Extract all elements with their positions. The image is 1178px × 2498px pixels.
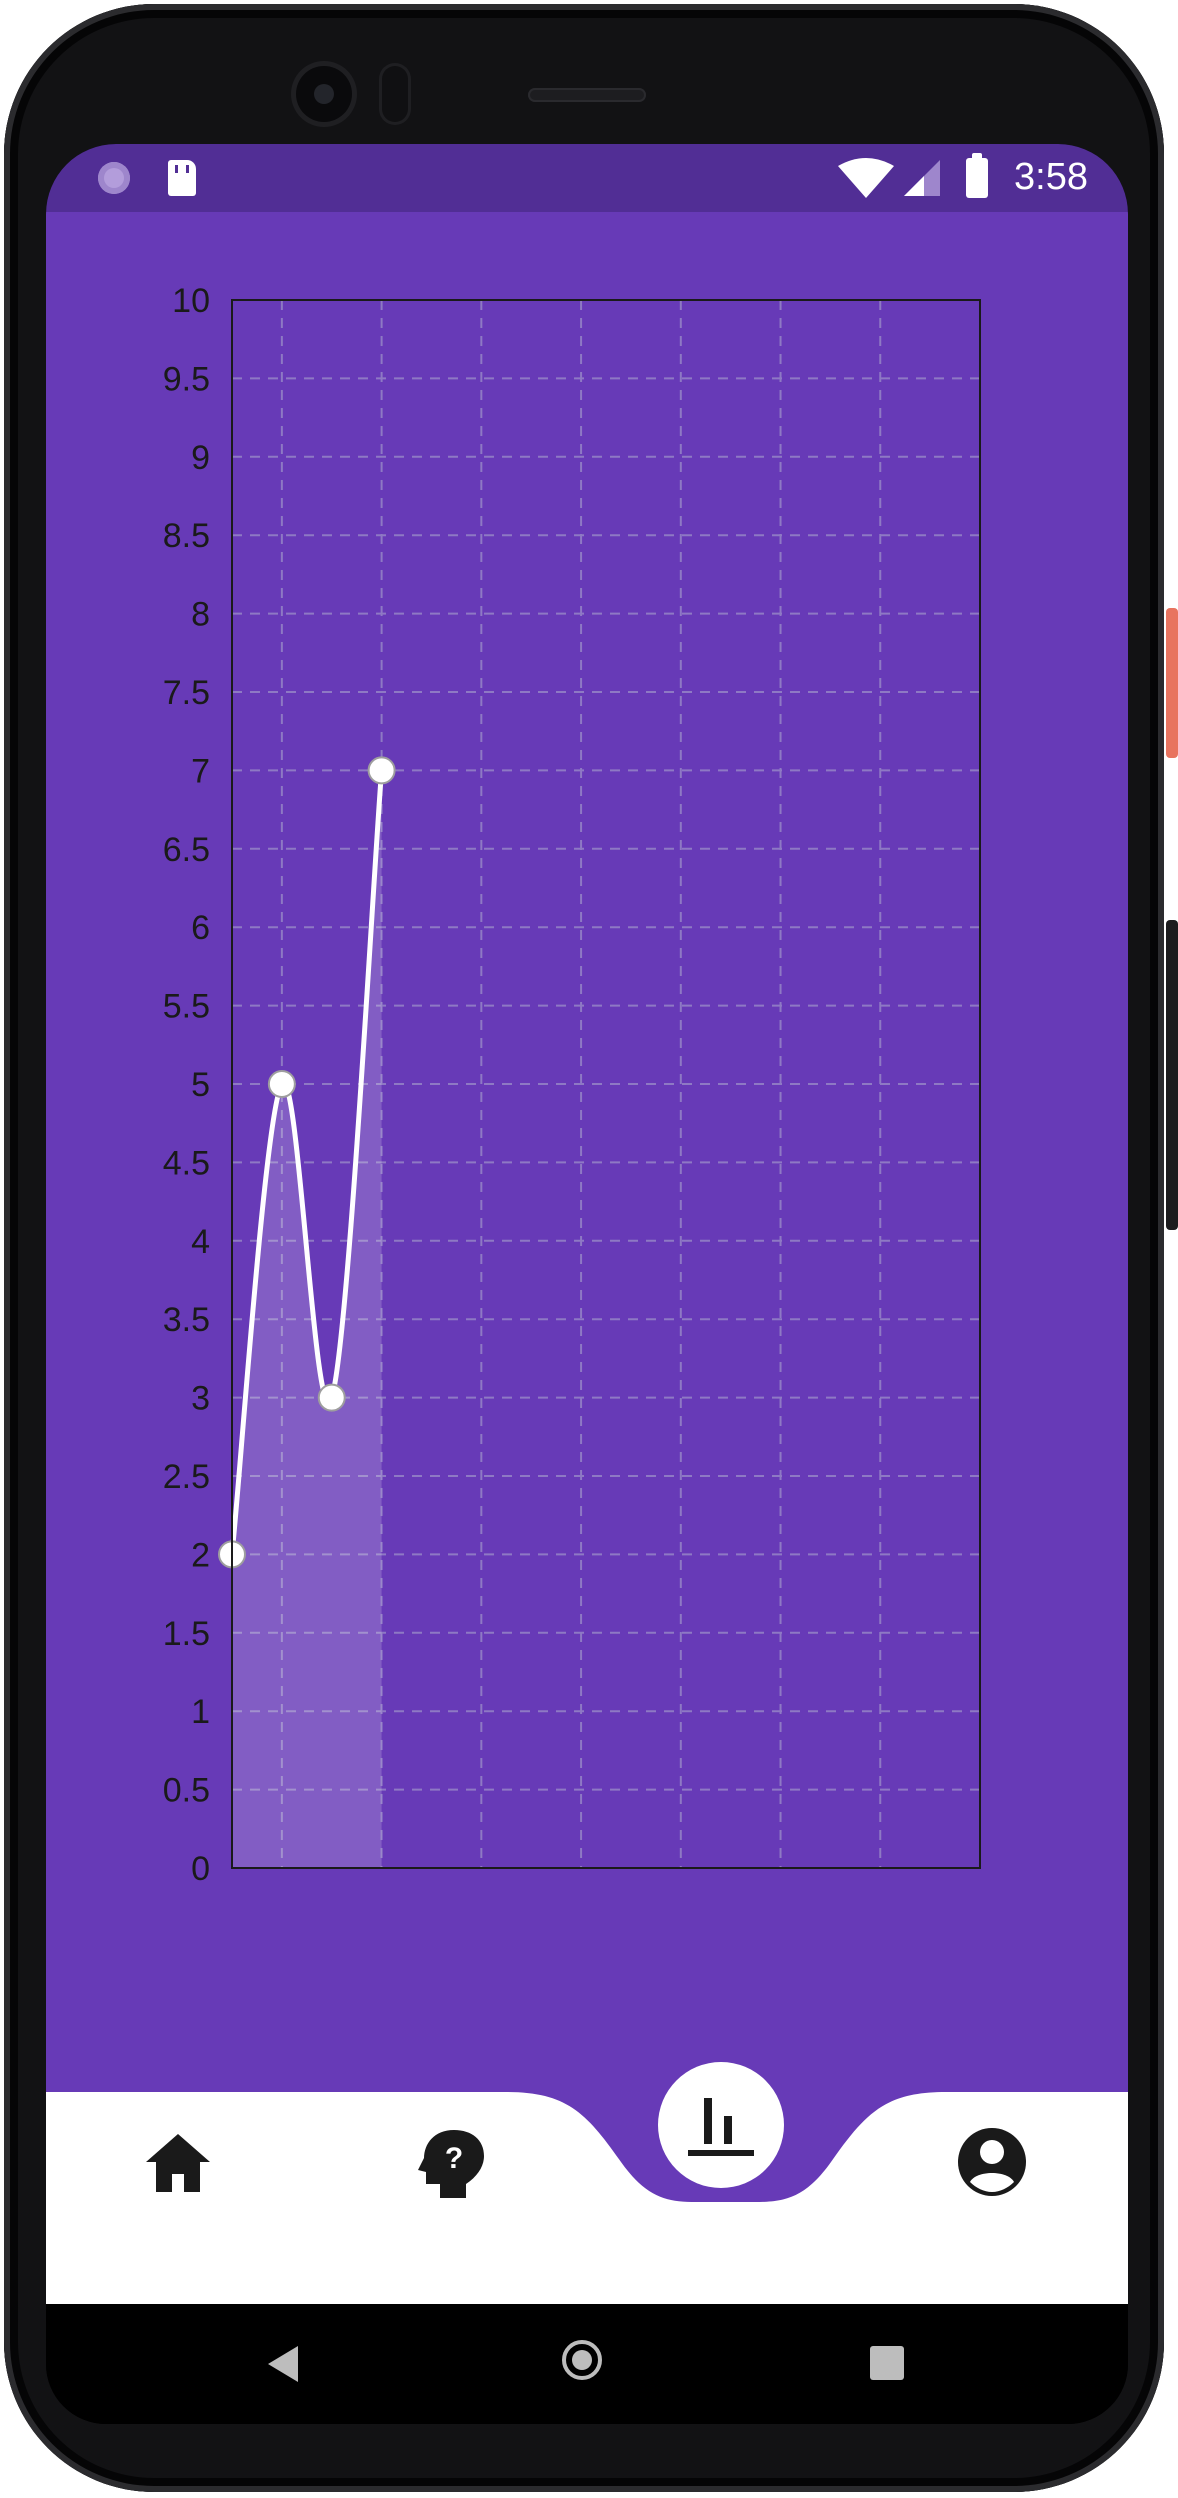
y-tick-label: 7 <box>191 752 210 790</box>
battery-icon <box>966 153 988 198</box>
status-bar: 3:58 <box>46 144 1128 212</box>
y-tick-label: 8 <box>191 596 210 634</box>
spinner-icon <box>98 162 130 194</box>
y-tick-label: 5.5 <box>163 988 210 1026</box>
series-area <box>232 770 382 1868</box>
power-button <box>1166 608 1178 758</box>
bottom-navigation <box>46 2092 1128 2304</box>
system-back-button[interactable] <box>268 2346 298 2382</box>
nav-item-stats[interactable] <box>658 2062 784 2188</box>
y-tick-label: 10 <box>172 282 210 320</box>
svg-text:?: ? <box>445 2142 463 2175</box>
chart-area-fill <box>232 770 382 1868</box>
chart-grid <box>232 299 980 1869</box>
y-tick-label: 1.5 <box>163 1615 210 1653</box>
account-circle-icon <box>958 2128 1026 2196</box>
status-time: 3:58 <box>1014 156 1088 198</box>
data-point[interactable] <box>317 1383 346 1412</box>
head-question-icon: ? <box>418 2130 484 2198</box>
y-tick-label: 4.5 <box>163 1144 210 1182</box>
screen: 3:58 0 0.5 1 1.5 2 2.5 3 3.5 4 4.5 5 5.5 6 6.5 7 7.5 8 8.… <box>46 144 1128 2424</box>
y-tick-label: 3 <box>191 1380 210 1418</box>
y-tick-label: 9.5 <box>163 360 210 398</box>
bar-chart-icon <box>688 2098 754 2156</box>
y-tick-label: 8.5 <box>163 517 210 555</box>
data-point[interactable] <box>367 756 396 785</box>
y-tick-label: 5 <box>191 1066 210 1104</box>
system-recents-button[interactable] <box>870 2346 904 2380</box>
y-tick-label: 1 <box>191 1693 210 1731</box>
volume-button <box>1166 920 1178 1230</box>
chart-series-line <box>229 770 385 1555</box>
y-tick-label: 0.5 <box>163 1772 210 1810</box>
wifi-icon <box>838 158 894 198</box>
line-chart: 0 0.5 1 1.5 2 2.5 3 3.5 4 4.5 5 5.5 6 6.5 7 7.5 8 8.5 9 9.5… <box>163 282 981 1888</box>
y-tick-label: 4 <box>191 1223 210 1261</box>
y-tick-label: 2.5 <box>163 1458 210 1496</box>
y-tick-label: 6.5 <box>163 831 210 869</box>
y-axis-tick-labels: 0 0.5 1 1.5 2 2.5 3 3.5 4 4.5 5 5.5 6 6.5 7 7.5 8 8.5 9 9.5… <box>163 282 210 1888</box>
signal-icon <box>904 160 940 196</box>
y-tick-label: 7.5 <box>163 674 210 712</box>
data-point[interactable] <box>267 1070 296 1098</box>
bottom-nav-top-edge <box>46 2092 1128 2104</box>
plot-frame <box>231 299 981 1869</box>
sd-card-icon <box>168 160 196 196</box>
nav-item-help[interactable]: ? <box>416 2126 488 2202</box>
proximity-sensor <box>382 66 408 122</box>
series-line <box>229 770 385 1555</box>
y-tick-label: 0 <box>191 1850 210 1888</box>
home-icon <box>146 2134 210 2192</box>
y-tick-label: 3.5 <box>163 1301 210 1339</box>
y-tick-label: 9 <box>191 439 210 477</box>
earpiece-speaker <box>528 88 646 102</box>
chart-screen: 0 0.5 1 1.5 2 2.5 3 3.5 4 4.5 5 5.5 6 6.5 7 7.5 8 8.5 9 9.5… <box>46 212 1128 2092</box>
front-camera <box>296 66 352 122</box>
nav-item-profile[interactable] <box>954 2124 1030 2200</box>
system-home-button[interactable] <box>562 2340 602 2380</box>
y-tick-label: 2 <box>191 1536 210 1574</box>
nav-item-home[interactable] <box>142 2128 214 2200</box>
y-tick-label: 6 <box>191 909 210 947</box>
